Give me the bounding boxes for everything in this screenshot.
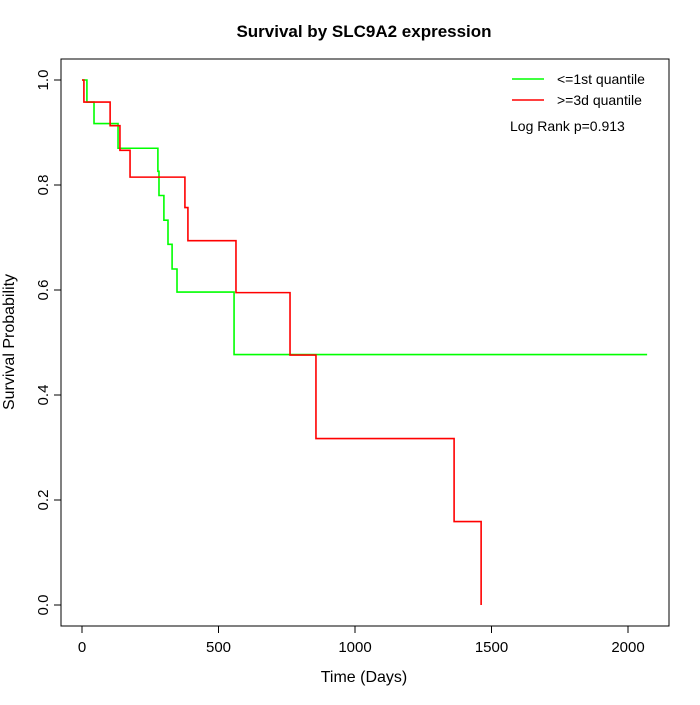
x-tick-label: 0 — [78, 639, 86, 656]
legend-label-high: >=3d quantile — [557, 92, 642, 108]
y-tick-label: 0.8 — [35, 175, 52, 196]
y-tick-label: 0.2 — [35, 490, 52, 511]
y-tick-label: 1.0 — [35, 70, 52, 91]
chart-title: Survival by SLC9A2 expression — [236, 22, 491, 41]
log-rank-annotation: Log Rank p=0.913 — [510, 118, 625, 134]
x-tick-label: 2000 — [611, 639, 644, 656]
y-tick-label: 0.4 — [35, 385, 52, 406]
y-tick-label: 0.6 — [35, 280, 52, 301]
series-low-quantile-line — [82, 79, 648, 356]
y-axis-label: Survival Probability — [1, 274, 18, 410]
y-tick-label: 0.0 — [35, 595, 52, 616]
x-tick-label: 1000 — [338, 639, 371, 656]
plot-frame — [60, 58, 670, 627]
x-tick-label: 1500 — [475, 639, 508, 656]
x-tick-label: 500 — [206, 639, 231, 656]
legend: <=1st quantile >=3d quantile Log Rank p=… — [510, 71, 645, 134]
x-axis-label: Time (Days) — [321, 669, 408, 686]
legend-label-low: <=1st quantile — [557, 71, 645, 87]
series-high-quantile-line — [82, 79, 482, 605]
